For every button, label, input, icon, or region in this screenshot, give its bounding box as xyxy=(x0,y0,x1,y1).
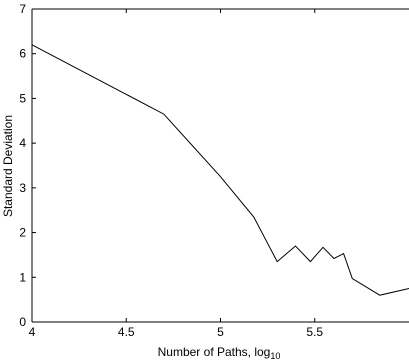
y-tick-label: 1 xyxy=(19,270,26,284)
x-tick-label: 4.5 xyxy=(118,325,135,339)
ticks-group: 4 4.5 5 5.5 0 1 2 3 4 5 6 7 xyxy=(19,2,323,339)
y-tick-label: 6 xyxy=(19,47,26,61)
y-axis-label: Standard Deviation xyxy=(1,115,15,217)
x-axis-label: Number of Paths, log10 xyxy=(158,345,281,361)
y-tick-label: 4 xyxy=(19,136,26,150)
y-tick-label: 7 xyxy=(19,2,26,16)
y-tick-label: 3 xyxy=(19,181,26,195)
x-tick-label: 4 xyxy=(29,325,36,339)
series-line xyxy=(31,44,409,296)
x-axis-label-main: Number of Paths, log xyxy=(158,345,271,359)
y-tick-label: 0 xyxy=(19,315,26,329)
y-tick-label: 5 xyxy=(19,91,26,105)
y-tick-label: 2 xyxy=(19,226,26,240)
x-tick-label: 5 xyxy=(217,325,224,339)
plot-area xyxy=(32,9,409,322)
x-tick-label: 5.5 xyxy=(306,325,323,339)
x-axis-label-subscript: 10 xyxy=(270,351,280,361)
